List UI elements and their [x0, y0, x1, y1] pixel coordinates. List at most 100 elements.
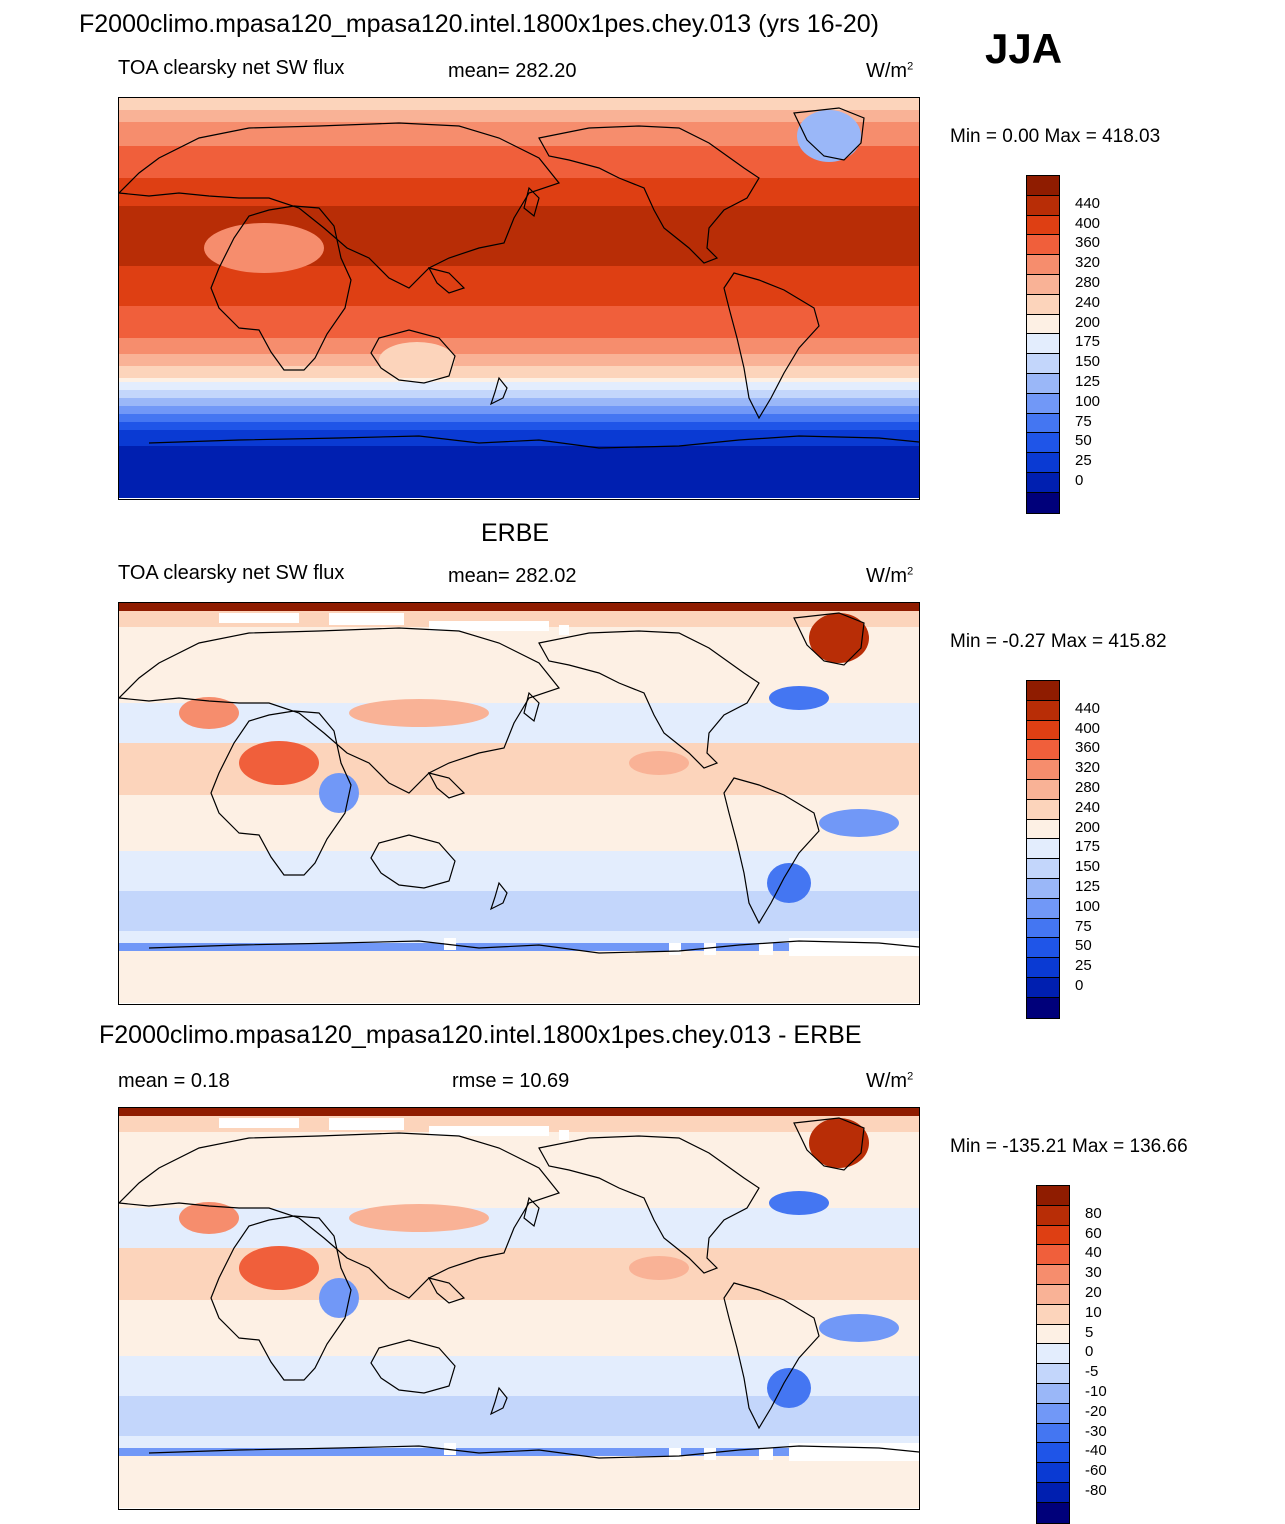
greenland-patch: [797, 110, 861, 162]
map-band: [119, 1208, 919, 1249]
panel2-units-exponent: 2: [907, 565, 914, 578]
anomaly-patch: [769, 686, 829, 710]
map-band: [119, 366, 919, 379]
missing-data-block: [789, 938, 919, 956]
anomaly-patch: [629, 1256, 689, 1280]
colorbar-box: [1026, 680, 1060, 1019]
map-band: [119, 743, 919, 796]
anomaly-patch: [819, 1314, 899, 1342]
anomaly-patch: [767, 1368, 811, 1408]
colorbar-segment: [1037, 1423, 1069, 1444]
map-band: [119, 430, 919, 447]
colorbar-segment: [1037, 1502, 1069, 1523]
colorbar-segment: [1027, 799, 1059, 820]
colorbar-tick-label: 20: [1085, 1284, 1102, 1301]
colorbar-segment: [1027, 878, 1059, 899]
missing-data-block: [559, 1130, 569, 1140]
coastline: [489, 881, 508, 911]
panel3-units-label: W/m2: [866, 1071, 913, 1091]
colorbar-segment: [1027, 720, 1059, 741]
colorbar-segment: [1027, 413, 1059, 434]
panel3-rmse-label: rmse = 10.69: [452, 1070, 570, 1092]
missing-data-block: [789, 1443, 919, 1461]
map-band: [119, 338, 919, 355]
coastline: [119, 627, 561, 794]
colorbar-tick-label: 175: [1075, 333, 1101, 351]
colorbar-tick-label: 25: [1075, 957, 1092, 975]
map-band: [119, 1248, 919, 1301]
colorbar-tick-label: -5: [1085, 1363, 1099, 1381]
map-canvas: [119, 98, 919, 498]
season-label: JJA: [985, 25, 1063, 72]
anomaly-patch: [179, 697, 239, 729]
map-band: [119, 951, 919, 1003]
panel2-units-label: W/m2: [866, 566, 913, 586]
coastline: [210, 1215, 352, 1381]
missing-data-block: [429, 1126, 549, 1136]
colorbar-tick-label: 5: [1085, 1323, 1094, 1341]
anomaly-patch: [179, 1202, 239, 1234]
map-band: [119, 306, 919, 339]
missing-data-block: [669, 1448, 681, 1460]
colorbar-segment: [1027, 195, 1059, 216]
map-band: [119, 1116, 919, 1133]
map-canvas: [119, 603, 919, 1003]
map-band: [119, 1456, 919, 1508]
anomaly-patch: [239, 1246, 319, 1290]
colorbar-tick-label: 280: [1075, 779, 1101, 796]
coastline: [427, 772, 466, 799]
colorbar-box: [1036, 1185, 1070, 1524]
anomaly-patch: [809, 613, 869, 663]
colorbar-segment: [1027, 859, 1059, 879]
colorbar-tick-label: 440: [1075, 699, 1101, 717]
colorbar-segment: [1037, 1265, 1069, 1285]
anomaly-patch: [629, 751, 689, 775]
colorbar-tick-label: -60: [1085, 1462, 1107, 1480]
colorbar-segment: [1027, 492, 1059, 513]
map-band: [119, 446, 919, 471]
map-band: [119, 382, 919, 391]
colorbar-tick-label: 40: [1085, 1244, 1102, 1262]
colorbar-segment: [1027, 373, 1059, 394]
colorbar-segment: [1027, 433, 1059, 454]
coastline: [538, 630, 760, 769]
panel2-units-text: W/m: [866, 565, 908, 587]
map-canvas: [119, 1108, 919, 1508]
coastline: [370, 834, 456, 889]
coastline: [210, 710, 352, 876]
colorbar-segment: [1027, 740, 1059, 761]
colorbar-segment: [1027, 898, 1059, 919]
coastline: [427, 1277, 466, 1304]
missing-data-block: [329, 613, 404, 625]
colorbar-segment: [1027, 176, 1059, 196]
map-band: [119, 390, 919, 399]
colorbar-box: [1026, 175, 1060, 514]
colorbar-segment: [1027, 700, 1059, 721]
colorbar-segment: [1027, 958, 1059, 978]
panel3-mean-label: mean = 0.18: [118, 1070, 230, 1092]
colorbar-tick-label: -80: [1085, 1482, 1107, 1499]
anomaly-patch: [319, 773, 359, 813]
panel1-variable-label: TOA clearsky net SW flux: [118, 57, 345, 79]
coastline: [723, 777, 820, 925]
map-band: [119, 1108, 919, 1117]
colorbar-tick-label: 400: [1075, 719, 1101, 737]
colorbar-tick-label: -40: [1085, 1442, 1107, 1460]
colorbar-tick-label: 125: [1075, 373, 1101, 390]
colorbar-tick-label: 320: [1075, 759, 1101, 777]
coastline: [148, 435, 919, 449]
coastline: [793, 612, 865, 666]
australia-patch: [379, 342, 455, 378]
colorbar-tick-label: 60: [1085, 1224, 1102, 1242]
colorbar-tick-label: 400: [1075, 214, 1101, 232]
missing-data-block: [669, 943, 681, 955]
panel1-mean-label: mean= 282.20: [448, 60, 577, 82]
coastline: [210, 205, 352, 371]
anomaly-patch: [349, 699, 489, 727]
missing-data-block: [429, 621, 549, 631]
colorbar-segment: [1027, 977, 1059, 998]
map-band: [119, 266, 919, 307]
colorbar-tick-label: 150: [1075, 858, 1101, 876]
map-band: [119, 611, 919, 628]
colorbar-segment: [1027, 274, 1059, 295]
